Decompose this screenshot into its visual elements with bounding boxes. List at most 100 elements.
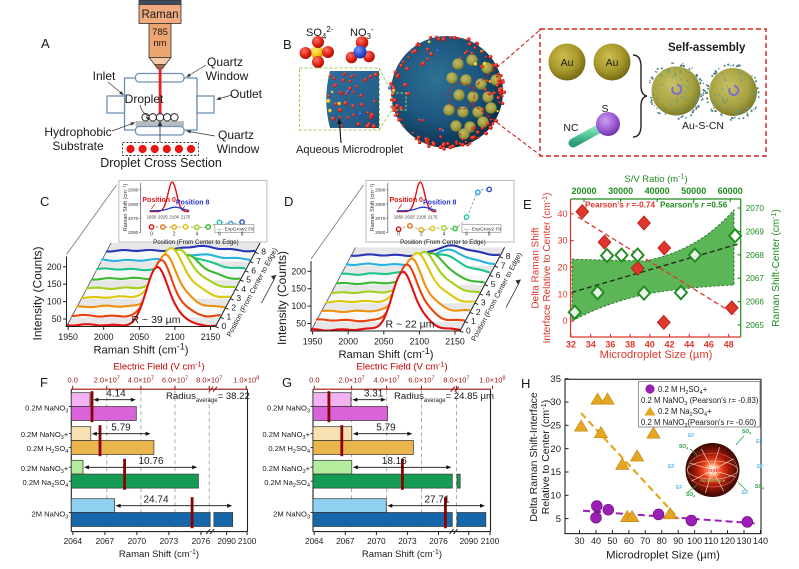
svg-text:48: 48	[724, 340, 734, 350]
svg-text:80: 80	[657, 536, 667, 546]
svg-text:2070: 2070	[746, 204, 765, 213]
svg-text:50: 50	[52, 314, 62, 324]
svg-text:8.0×107: 8.0×107	[196, 376, 222, 385]
svg-text:46: 46	[704, 340, 714, 350]
svg-text:1: 1	[471, 316, 476, 326]
svg-text:nm: nm	[153, 38, 166, 49]
svg-text:8: 8	[506, 251, 511, 261]
svg-text:2150: 2150	[201, 332, 221, 342]
svg-text:0.2M Na2SO4: 0.2M Na2SO4	[22, 478, 68, 489]
svg-text:Raman: Raman	[141, 9, 178, 21]
svg-text:10: 10	[557, 289, 567, 299]
svg-text:2M NaNO3: 2M NaNO3	[31, 510, 68, 521]
svg-text:4: 4	[241, 284, 246, 294]
svg-text:5.79: 5.79	[111, 423, 131, 434]
svg-text:2080: 2080	[375, 202, 386, 207]
svg-text:Position 8: Position 8	[423, 200, 457, 207]
svg-text:1.0×108: 1.0×108	[479, 376, 505, 385]
svg-text:60: 60	[624, 536, 634, 546]
svg-text:Quartz: Quartz	[218, 128, 254, 142]
svg-text:Inlet: Inlet	[93, 69, 116, 83]
svg-text:2100: 2100	[410, 337, 430, 347]
svg-text:Position (From Center to Edge): Position (From Center to Edge)	[400, 239, 486, 246]
svg-text:32: 32	[566, 340, 576, 350]
svg-text:1950: 1950	[58, 332, 78, 342]
svg-text:15: 15	[550, 467, 561, 478]
svg-text:Droplet: Droplet	[125, 92, 164, 106]
svg-text:2090: 2090	[128, 188, 139, 193]
svg-text:1950: 1950	[303, 337, 323, 347]
svg-text:Raman Shift (cm⁻¹): Raman Shift (cm⁻¹)	[123, 184, 129, 232]
svg-text:2070: 2070	[128, 216, 139, 221]
svg-text:2100: 2100	[169, 214, 179, 219]
svg-text:Au interface: Au interface	[700, 478, 726, 484]
svg-text:0.2M NaNO3: 0.2M NaNO3	[267, 404, 310, 415]
svg-text:0.2M NaNO3: 0.2M NaNO3	[25, 404, 68, 415]
svg-text:D: D	[284, 194, 293, 209]
svg-text:0: 0	[466, 326, 471, 336]
svg-text:EF: EF	[676, 485, 682, 491]
svg-text:Radiusaverage= 38.22: Radiusaverage= 38.22	[166, 391, 250, 404]
svg-text:2025: 2025	[158, 214, 168, 219]
svg-text:Self-assembly: Self-assembly	[668, 42, 746, 54]
svg-text:2050: 2050	[374, 337, 394, 347]
svg-text:S/V Ratio (m-1): S/V Ratio (m-1)	[624, 174, 687, 186]
svg-text:120: 120	[720, 536, 735, 546]
svg-text:2.0×107: 2.0×107	[338, 376, 364, 385]
svg-text:2175: 2175	[181, 214, 191, 219]
svg-text:H: H	[521, 376, 530, 391]
svg-text:Delta Raman Shift: Delta Raman Shift	[531, 227, 542, 308]
svg-text:2070: 2070	[128, 536, 147, 546]
svg-text:2067: 2067	[746, 274, 765, 283]
svg-text:2064: 2064	[305, 536, 324, 546]
svg-text:1950: 1950	[147, 214, 157, 219]
svg-text:35: 35	[550, 374, 561, 385]
svg-text:2066: 2066	[746, 298, 765, 307]
svg-text:2175: 2175	[428, 214, 438, 219]
svg-text:7: 7	[501, 261, 506, 271]
svg-text:2076: 2076	[192, 536, 211, 546]
svg-text:20000: 20000	[571, 186, 596, 196]
svg-text:0: 0	[397, 232, 400, 238]
svg-text:2: 2	[420, 232, 423, 238]
svg-text:B: B	[283, 37, 292, 52]
svg-text:40: 40	[591, 536, 601, 546]
svg-text:2090: 2090	[460, 536, 479, 546]
svg-text:2100: 2100	[165, 332, 185, 342]
svg-text:4.0×107: 4.0×107	[128, 376, 154, 385]
svg-text:40: 40	[557, 209, 567, 219]
svg-text:18.16: 18.16	[382, 456, 407, 467]
svg-text:Outlet: Outlet	[230, 87, 263, 101]
svg-text:C: C	[40, 194, 49, 209]
svg-text:2050: 2050	[130, 332, 150, 342]
svg-text:0.2M H2SO4: 0.2M H2SO4	[27, 444, 69, 455]
svg-text:200: 200	[47, 262, 62, 272]
svg-text:0.2 M NaNO3(Pearson's r= -0.60: 0.2 M NaNO3(Pearson's r= -0.60)	[641, 418, 757, 429]
svg-text:34: 34	[586, 340, 596, 350]
svg-text:1.0×108: 1.0×108	[233, 376, 259, 385]
svg-text:50: 50	[607, 536, 617, 546]
svg-text:20: 20	[550, 444, 561, 455]
svg-text:2100: 2100	[238, 536, 257, 546]
svg-text:5.79: 5.79	[376, 423, 396, 434]
svg-text:25: 25	[550, 421, 561, 432]
svg-text:4: 4	[195, 232, 198, 238]
svg-text:2090: 2090	[217, 536, 236, 546]
svg-text:Position 0: Position 0	[390, 197, 424, 204]
svg-text:S: S	[601, 103, 608, 115]
svg-text:30: 30	[574, 536, 584, 546]
svg-text:2150: 2150	[445, 337, 465, 347]
svg-text:0.2 M Na2SO4+: 0.2 M Na2SO4+	[658, 407, 712, 418]
svg-text:SO4: SO4	[679, 444, 688, 451]
svg-text:2073: 2073	[160, 536, 179, 546]
svg-text:2076: 2076	[429, 536, 448, 546]
svg-text:EF: EF	[757, 464, 763, 470]
svg-text:2080: 2080	[128, 202, 139, 207]
svg-text:R ~ 22 µm: R ~ 22 µm	[386, 319, 435, 331]
svg-text:Electric Field (V cm-1): Electric Field (V cm-1)	[356, 362, 447, 373]
svg-text:Delta Raman Shift-Interface: Delta Raman Shift-Interface	[528, 392, 540, 522]
svg-text:R ~ 39 µm: R ~ 39 µm	[132, 314, 181, 326]
svg-text:40000: 40000	[645, 186, 670, 196]
svg-text:50: 50	[296, 319, 306, 329]
svg-text:5: 5	[556, 514, 561, 525]
